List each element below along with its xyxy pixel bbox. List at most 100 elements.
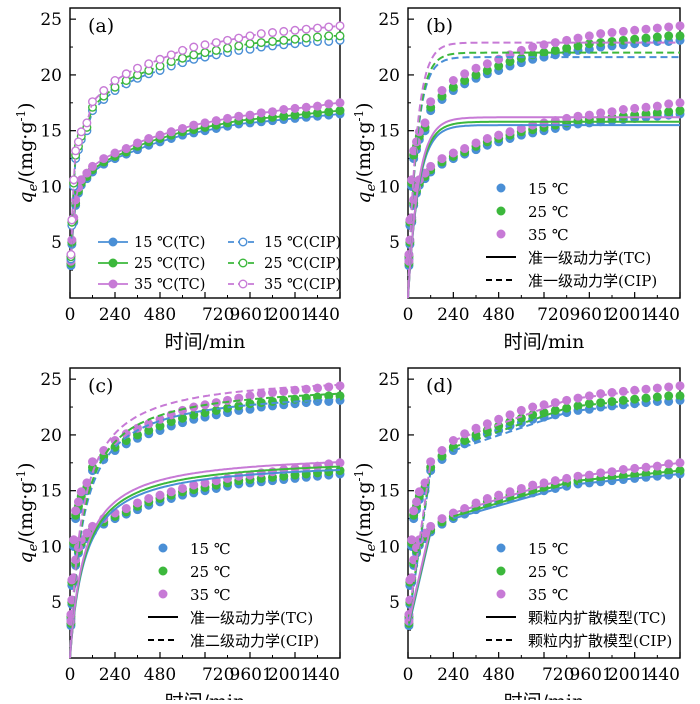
data-point (618, 104, 628, 114)
data-point (652, 101, 662, 111)
x-axis-label: 时间/min (504, 691, 585, 700)
data-point (335, 98, 345, 108)
data-point (200, 48, 210, 58)
y-tick-label: 25 (40, 10, 62, 30)
fit-segment (453, 407, 567, 449)
data-point (584, 31, 594, 41)
data-point (73, 137, 83, 147)
x-tick-label: 2001 (268, 665, 311, 685)
data-point (335, 21, 345, 31)
data-point (189, 50, 199, 60)
data-point (675, 106, 685, 116)
data-point (132, 138, 142, 148)
data-point (437, 86, 447, 96)
data-point (324, 382, 334, 392)
data-point (420, 118, 430, 128)
data-point (324, 31, 334, 41)
y-tick-label: 20 (378, 66, 400, 86)
data-point (460, 144, 470, 154)
y-label-sub: e (364, 183, 379, 191)
data-point (87, 161, 97, 171)
legend-swatch-marker (496, 183, 506, 193)
legend-swatch-marker (496, 229, 506, 239)
data-point (324, 467, 334, 477)
data-point (607, 28, 617, 38)
data-point (87, 97, 97, 107)
x-tick-label: 2001 (608, 665, 651, 685)
data-point (664, 22, 674, 32)
data-point (268, 107, 278, 117)
data-point (652, 23, 662, 33)
data-point (407, 535, 417, 545)
y-label-sub: e (26, 543, 41, 551)
data-point (652, 32, 662, 42)
x-tick-label: 0 (65, 305, 76, 325)
data-point (630, 25, 640, 35)
x-tick-label: 480 (144, 305, 176, 325)
fit-curve (69, 392, 341, 659)
data-point (437, 514, 447, 524)
y-tick-label: 15 (378, 122, 400, 142)
data-point (607, 36, 617, 46)
data-point (301, 102, 311, 112)
y-tick-label: 15 (378, 482, 400, 502)
x-tick-label: 480 (482, 305, 514, 325)
data-point (256, 398, 266, 408)
data-point (505, 410, 515, 420)
legend-label: 准一级动力学(TC) (190, 609, 313, 627)
y-label-sub: e (26, 183, 41, 191)
legend-swatch-marker (238, 237, 248, 247)
x-tick-label: 0 (403, 665, 414, 685)
data-point (596, 108, 606, 118)
data-point (211, 45, 221, 55)
y-label-unit: /(mg·g (15, 482, 37, 544)
data-point (155, 130, 165, 140)
x-tick-label: 440 (648, 305, 680, 325)
data-point (426, 161, 436, 171)
data-point (144, 133, 154, 143)
data-point (335, 106, 345, 116)
x-tick-label: 720 (542, 665, 574, 685)
data-point (121, 69, 131, 79)
data-point (607, 388, 617, 398)
y-tick-label: 10 (378, 537, 400, 557)
data-point (82, 478, 92, 488)
y-tick-label: 20 (40, 426, 62, 446)
y-tick-label: 25 (40, 370, 62, 390)
data-point (324, 107, 334, 117)
data-point (405, 215, 415, 225)
data-point (234, 33, 244, 43)
data-point (222, 403, 232, 413)
data-point (630, 34, 640, 44)
data-point (76, 487, 86, 497)
data-point (256, 29, 266, 39)
panel-label: (b) (426, 15, 453, 37)
data-point (516, 53, 526, 63)
data-point (426, 457, 436, 467)
data-point (177, 123, 187, 133)
y-label-q: q (15, 551, 37, 563)
legend-swatch-marker (238, 279, 248, 289)
data-point (675, 21, 685, 31)
y-axis-label: qe/(mg·g-1) (14, 102, 41, 203)
legend-swatch-marker (496, 206, 506, 216)
legend-label: 25 ℃ (528, 563, 569, 581)
x-tick-label: 7209601 (537, 305, 613, 325)
legend-label: 35 ℃ (528, 586, 569, 604)
y-tick-label: 20 (40, 66, 62, 86)
data-point (144, 494, 154, 504)
legend-swatch-marker (496, 543, 506, 553)
data-point (245, 39, 255, 49)
data-point (664, 107, 674, 117)
y-label-unit: /(mg·g (15, 122, 37, 184)
x-axis-label: 时间/min (165, 691, 246, 700)
data-point (664, 99, 674, 109)
x-tick-label: 480 (144, 665, 176, 685)
x-tick-label: 720 (202, 305, 234, 325)
data-point (528, 410, 538, 420)
data-point (177, 483, 187, 493)
legend-label: 25 ℃(CIP) (264, 256, 341, 272)
x-tick-label: 240 (437, 305, 469, 325)
x-tick-label: 240 (437, 665, 469, 685)
